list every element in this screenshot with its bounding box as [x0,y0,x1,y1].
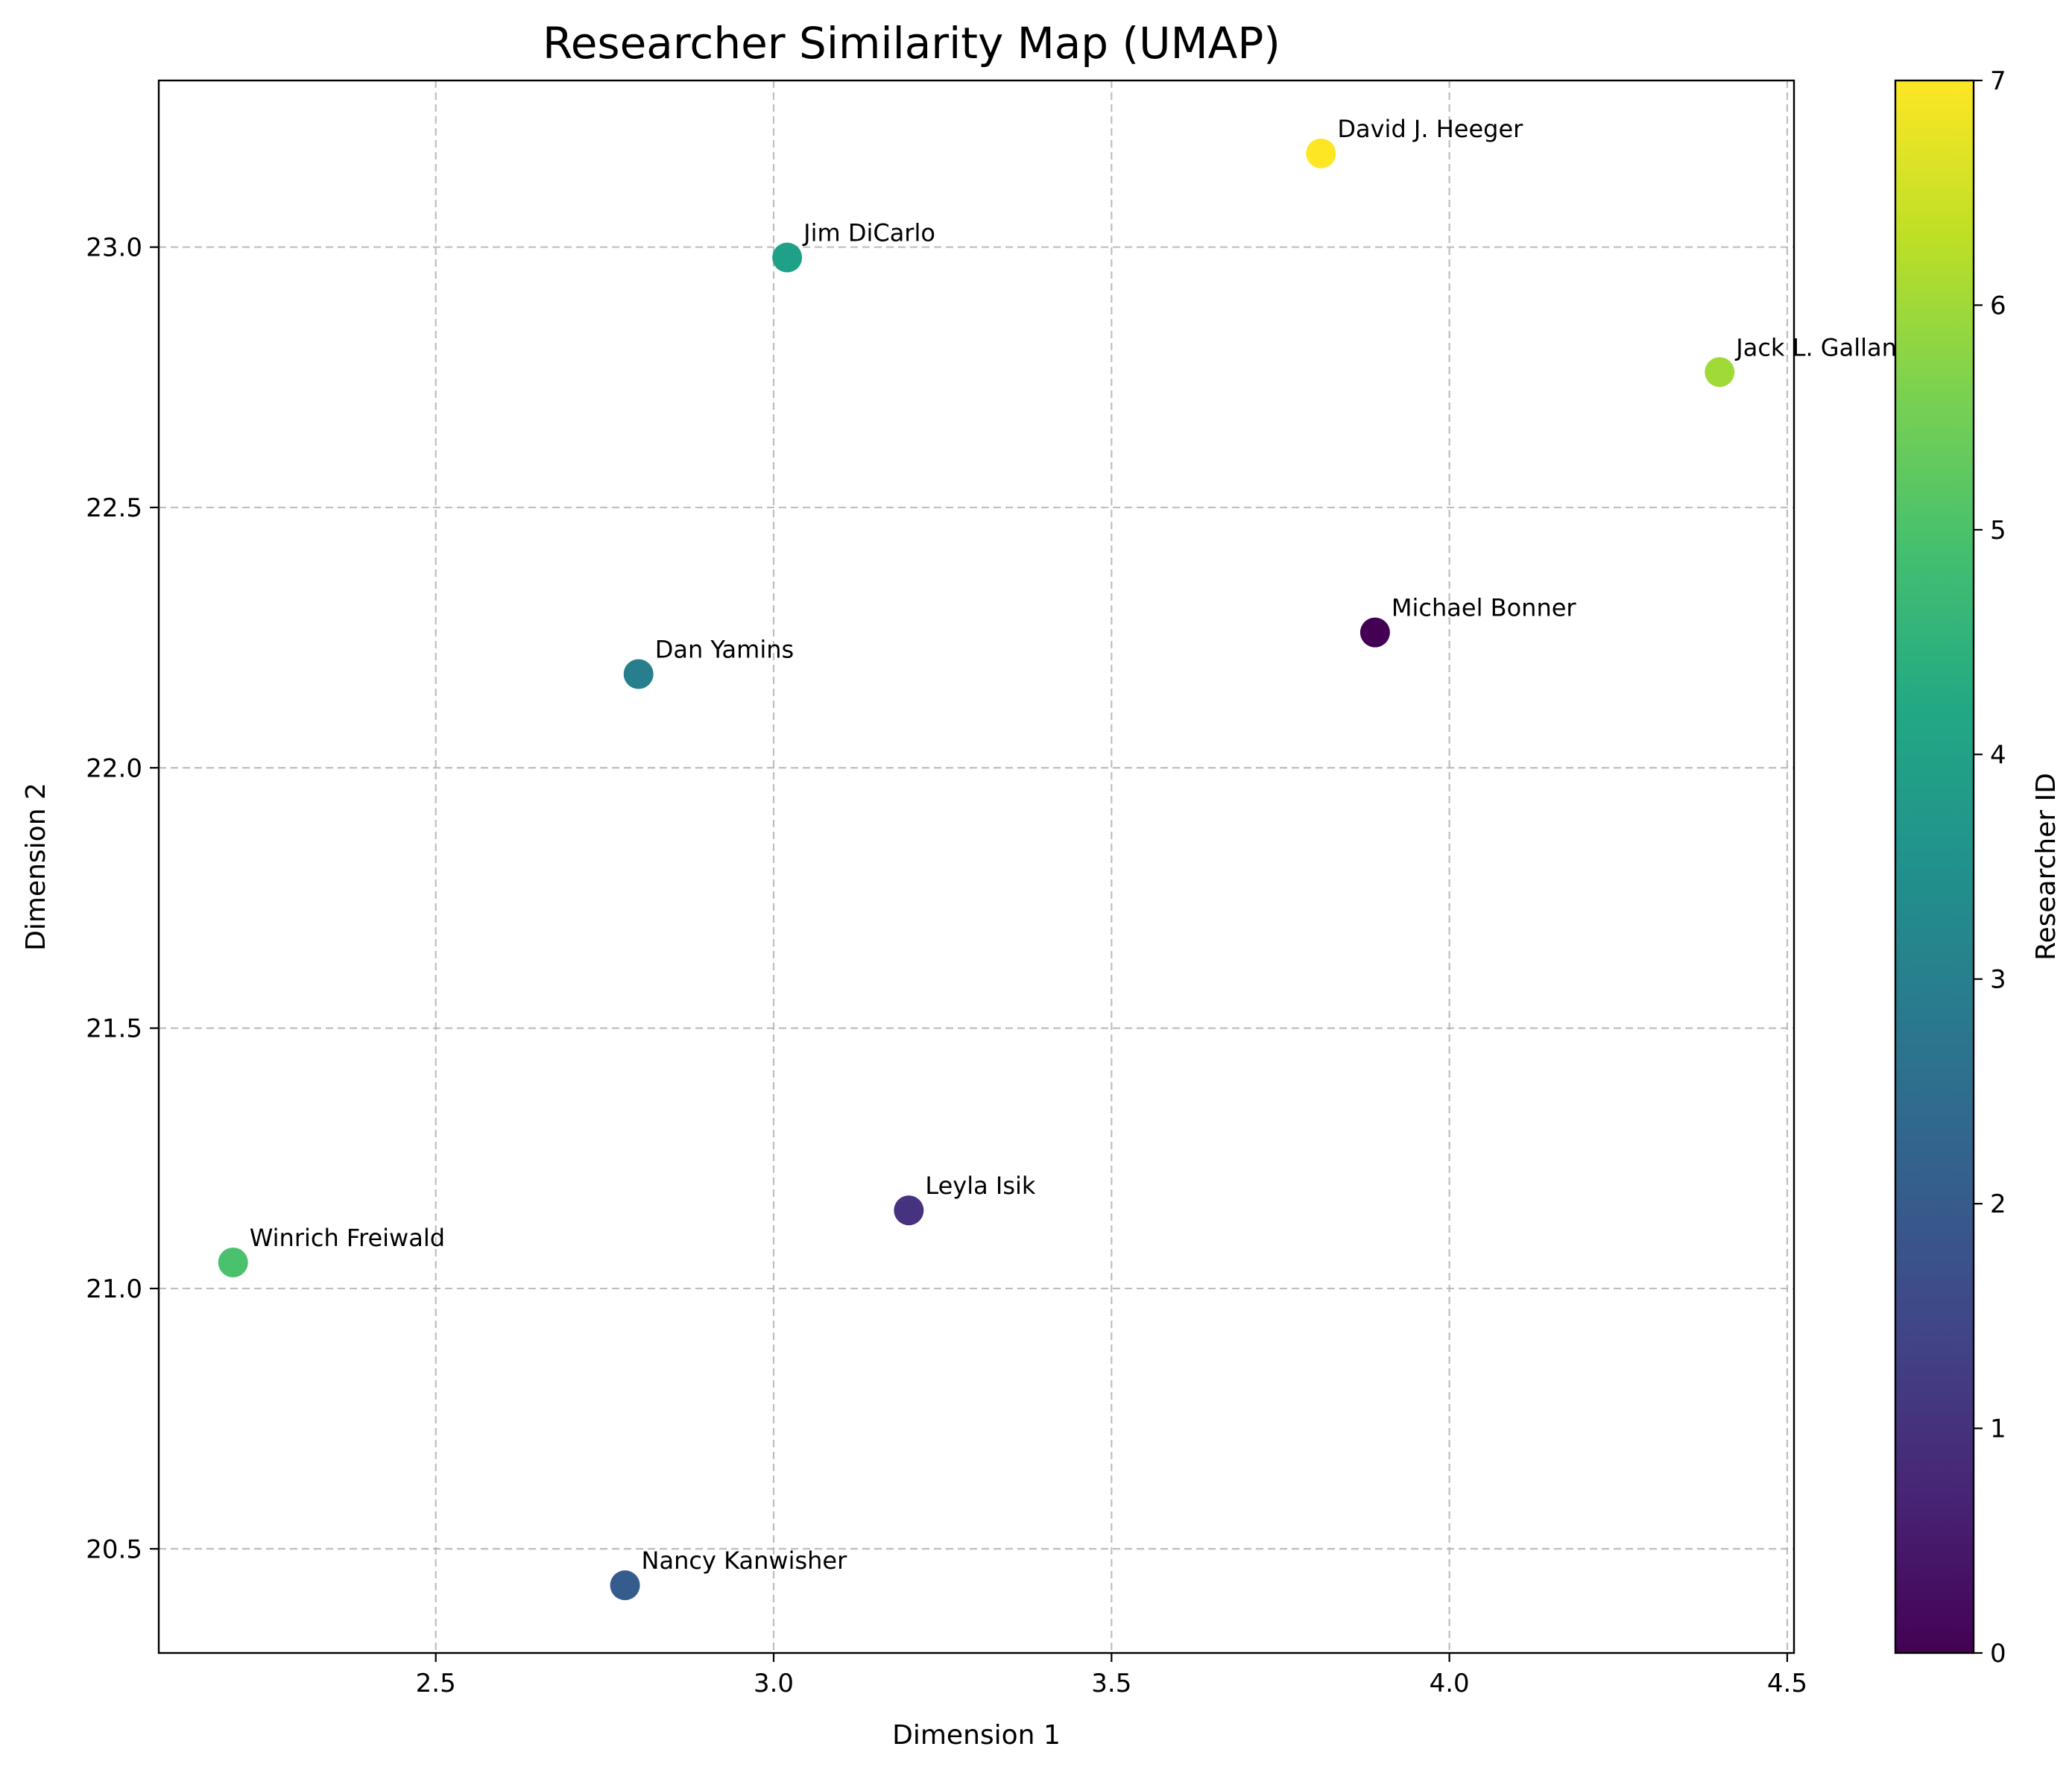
point-label: Winrich Freiwald [250,1224,445,1252]
scatter-points [218,138,1735,1601]
scatter-point [1306,138,1336,168]
colorbar-tick-label: 5 [1990,516,2006,546]
y-tick-label: 22.0 [86,753,142,783]
x-axis-label: Dimension 1 [892,1720,1061,1751]
grid [159,80,1794,1653]
scatter-point [894,1195,924,1226]
y-tick-label: 23.0 [86,233,142,263]
y-axis-label: Dimension 2 [21,783,51,951]
x-tick-label: 3.5 [1091,1669,1131,1698]
point-label: David J. Heeger [1337,115,1523,143]
scatter-point [610,1570,640,1601]
colorbar-tick-label: 0 [1990,1639,2006,1669]
colorbar-label: Researcher ID [2031,773,2062,961]
chart-title: Researcher Similarity Map (UMAP) [543,18,1280,69]
x-axis: 2.5 3.0 3.5 4.0 4.5 [416,1653,1807,1698]
scatter-point [772,242,803,273]
colorbar-tick-label: 2 [1990,1189,2006,1219]
point-label: Dan Yamins [655,635,794,663]
y-tick-label: 22.5 [86,493,142,523]
colorbar-tick-label: 4 [1990,740,2006,770]
y-axis: 20.5 21.0 21.5 22.0 22.5 23.0 [86,233,159,1564]
point-label: Leyla Isik [925,1172,1036,1200]
plot-area [157,79,1795,1654]
point-label: Nancy Kanwisher [642,1546,848,1575]
colorbar-tick-label: 6 [1990,291,2006,320]
colorbar [1894,79,1975,1654]
x-tick-label: 4.5 [1767,1669,1807,1698]
point-label: Michael Bonner [1392,594,1577,622]
colorbar-tick-label: 1 [1990,1414,2006,1444]
y-tick-label: 20.5 [86,1534,142,1564]
point-labels: Michael Bonner Leyla Isik Nancy Kanwisher D… [250,115,1906,1575]
scatter-point [1359,617,1390,648]
colorbar-tick-label: 7 [1990,66,2006,96]
scatter-point [218,1247,248,1277]
colorbar-axis: 0 1 2 3 4 5 6 7 [1974,66,2006,1669]
colorbar-tick-label: 3 [1990,965,2006,995]
y-tick-label: 21.5 [86,1014,142,1044]
scatter-point [623,659,654,689]
x-tick-label: 4.0 [1430,1669,1470,1698]
scatter-point [1705,357,1735,388]
y-tick-label: 21.0 [86,1274,142,1304]
point-label: Jack L. Gallant [1734,333,1906,361]
point-label: Jim DiCarlo [802,219,935,247]
x-tick-label: 3.0 [754,1669,794,1698]
x-tick-label: 2.5 [416,1669,456,1698]
